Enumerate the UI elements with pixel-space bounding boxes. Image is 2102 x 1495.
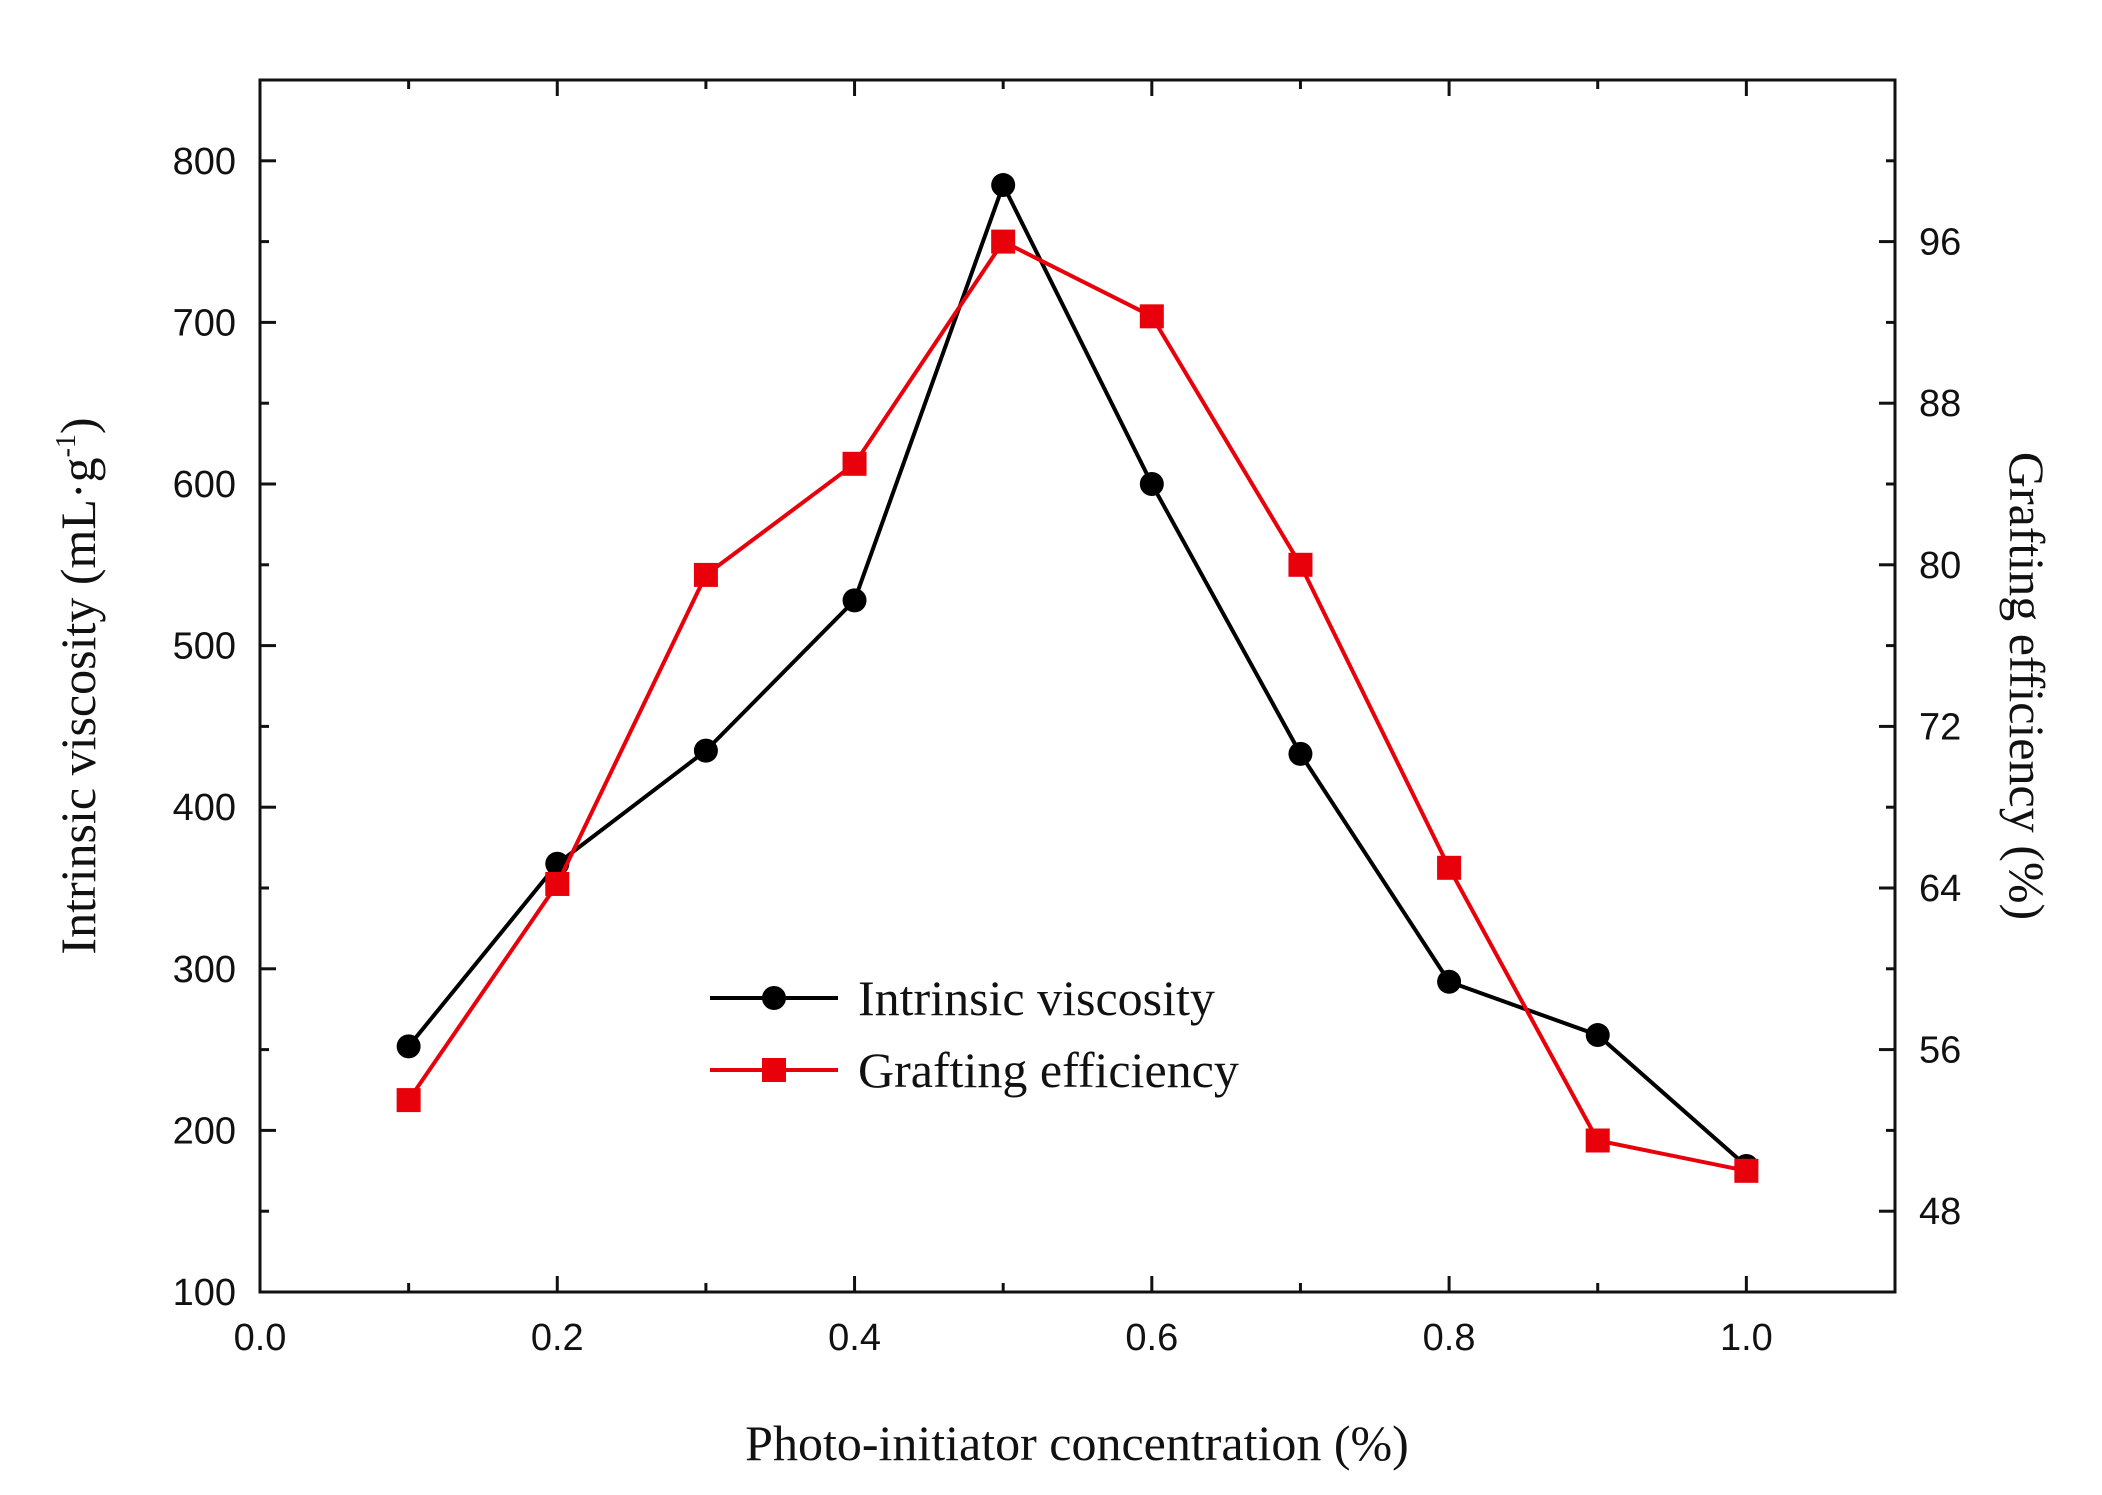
x-tick-label: 0.8 xyxy=(1423,1317,1476,1359)
x-tick-label: 0.2 xyxy=(531,1317,584,1359)
legend-label-intrinsic-viscosity: Intrinsic viscosity xyxy=(858,970,1215,1026)
legend-marker-grafting-efficiency xyxy=(762,1058,786,1082)
point-grafting-efficiency xyxy=(545,871,570,896)
point-grafting-efficiency xyxy=(396,1088,421,1113)
legend-marker-intrinsic-viscosity xyxy=(762,986,786,1010)
y2-tick-label: 80 xyxy=(1919,545,1961,587)
y-axis-title-close: ) xyxy=(50,417,106,434)
point-intrinsic-viscosity xyxy=(991,173,1016,198)
x-tick-label: 1.0 xyxy=(1720,1317,1773,1359)
y2-tick-label: 96 xyxy=(1919,222,1961,264)
y-axis-title-sup: -1 xyxy=(51,434,82,457)
y-tick-label: 200 xyxy=(173,1110,236,1152)
x-tick-label: 0.4 xyxy=(828,1317,881,1359)
point-intrinsic-viscosity xyxy=(842,588,867,613)
point-grafting-efficiency xyxy=(991,229,1016,254)
axes-ticks: 0.0 0.2 0.4 0.6 0.8 1.0 100 200 300 400 500 600 700 8… xyxy=(173,78,1961,1359)
y-tick-label: 300 xyxy=(173,949,236,991)
y2-tick-label: 88 xyxy=(1919,383,1961,425)
point-intrinsic-viscosity xyxy=(396,1034,421,1059)
y2-tick-label: 48 xyxy=(1919,1191,1961,1233)
point-grafting-efficiency xyxy=(1585,1128,1610,1153)
series-line-grafting-efficiency xyxy=(406,239,1747,1173)
x-axis-title: Photo-initiator concentration (%) xyxy=(745,1415,1409,1471)
y2-tick-label: 64 xyxy=(1919,868,1961,910)
point-intrinsic-viscosity xyxy=(1585,1023,1610,1048)
legend: Intrinsic viscosity Grafting efficiency xyxy=(710,970,1239,1098)
y-tick-label: 600 xyxy=(173,464,236,506)
point-grafting-efficiency xyxy=(1734,1158,1759,1183)
y-tick-label: 700 xyxy=(173,302,236,344)
plot-frame xyxy=(258,78,1897,1294)
point-grafting-efficiency xyxy=(693,562,718,587)
point-grafting-efficiency xyxy=(1139,304,1164,329)
series-layer xyxy=(396,173,1759,1183)
y-axis-title-main: Intrinsic viscosity (mL·g xyxy=(50,457,106,954)
y-tick-label: 400 xyxy=(173,787,236,829)
point-intrinsic-viscosity xyxy=(693,738,718,763)
legend-label-grafting-efficiency: Grafting efficiency xyxy=(858,1042,1239,1098)
y-tick-label: 500 xyxy=(173,626,236,668)
point-grafting-efficiency xyxy=(1437,855,1462,880)
point-intrinsic-viscosity xyxy=(1437,969,1462,994)
point-grafting-efficiency xyxy=(842,451,867,476)
y2-tick-label: 56 xyxy=(1919,1030,1961,1072)
y-tick-label: 800 xyxy=(173,141,236,183)
point-intrinsic-viscosity xyxy=(1288,741,1313,766)
x-tick-label: 0.0 xyxy=(234,1317,287,1359)
y2-axis-title: Grafting efficiency (%) xyxy=(1999,452,2055,920)
point-intrinsic-viscosity xyxy=(1139,472,1164,496)
series-line-intrinsic-viscosity xyxy=(407,183,1748,1168)
x-tick-label: 0.6 xyxy=(1125,1317,1178,1359)
y2-tick-label: 72 xyxy=(1919,706,1961,748)
point-grafting-efficiency xyxy=(1288,552,1313,577)
y-axis-title: Intrinsic viscosity (mL·g-1) xyxy=(50,417,106,954)
y-tick-label: 100 xyxy=(173,1272,236,1314)
